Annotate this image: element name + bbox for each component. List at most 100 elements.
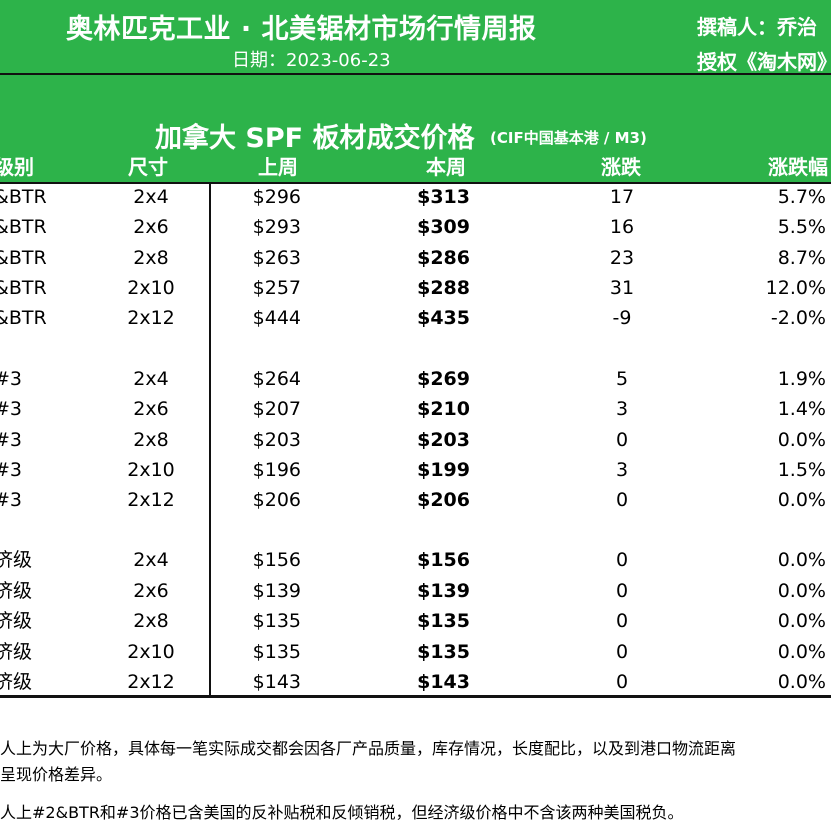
last-week-price-cell: $196 bbox=[252, 459, 301, 481]
grade-cell: #3 bbox=[0, 429, 23, 451]
change-cell: 0 bbox=[615, 610, 629, 632]
table-title: 加拿大 SPF 板材成交价格 bbox=[155, 123, 475, 154]
this-week-price-cell: $143 bbox=[417, 671, 470, 693]
change-cell: 3 bbox=[615, 459, 629, 481]
change-percent-cell: 0.0% bbox=[777, 489, 826, 511]
change-cell: -9 bbox=[612, 307, 632, 329]
last-week-price-cell: $207 bbox=[252, 398, 301, 420]
this-week-price-cell: $203 bbox=[417, 429, 470, 451]
change-percent-cell: 0.0% bbox=[777, 429, 826, 451]
grade-cell: &BTR bbox=[0, 186, 47, 208]
grade-cell: #3 bbox=[0, 489, 23, 511]
size-cell: 2x8 bbox=[133, 247, 169, 269]
license-label: 授权《淘木网》 bbox=[697, 50, 831, 74]
this-week-price-cell: $309 bbox=[417, 216, 470, 238]
change-percent-cell: 5.7% bbox=[777, 186, 826, 208]
table-unit: (CIF中国基本港 / M3) bbox=[490, 129, 647, 147]
last-week-price-cell: $257 bbox=[252, 277, 301, 299]
this-week-price-cell: $135 bbox=[417, 641, 470, 663]
this-week-price-cell: $135 bbox=[417, 610, 470, 632]
change-percent-cell: 8.7% bbox=[777, 247, 826, 269]
grade-cell: 济级 bbox=[0, 580, 33, 602]
change-cell: 5 bbox=[615, 368, 629, 390]
this-week-price-cell: $269 bbox=[417, 368, 470, 390]
change-cell: 0 bbox=[615, 549, 629, 571]
last-week-price-cell: $156 bbox=[252, 549, 301, 571]
grade-cell: #3 bbox=[0, 398, 23, 420]
this-week-price-cell: $313 bbox=[417, 186, 470, 208]
change-percent-cell: 1.4% bbox=[777, 398, 826, 420]
column-header-change-percent: 涨跌幅 bbox=[768, 155, 828, 179]
size-cell: 2x10 bbox=[127, 459, 175, 481]
change-percent-cell: 0.0% bbox=[777, 549, 826, 571]
column-header-last-week: 上周 bbox=[258, 155, 298, 179]
column-header-size: 尺寸 bbox=[128, 155, 168, 179]
last-week-price-cell: $139 bbox=[252, 580, 301, 602]
this-week-price-cell: $206 bbox=[417, 489, 470, 511]
column-header-change: 涨跌 bbox=[601, 155, 641, 179]
change-percent-cell: 0.0% bbox=[777, 641, 826, 663]
size-cell: 2x4 bbox=[133, 368, 169, 390]
size-cell: 2x10 bbox=[127, 277, 175, 299]
change-cell: 0 bbox=[615, 671, 629, 693]
grade-cell: 济级 bbox=[0, 641, 33, 663]
last-week-price-cell: $206 bbox=[252, 489, 301, 511]
author-label: 撰稿人：乔治 bbox=[697, 15, 817, 39]
size-cell: 2x12 bbox=[127, 307, 175, 329]
change-percent-cell: -2.0% bbox=[770, 307, 826, 329]
this-week-price-cell: $435 bbox=[417, 307, 470, 329]
last-week-price-cell: $296 bbox=[252, 186, 301, 208]
last-week-price-cell: $135 bbox=[252, 610, 301, 632]
grade-cell: &BTR bbox=[0, 247, 47, 269]
size-cell: 2x8 bbox=[133, 610, 169, 632]
this-week-price-cell: $199 bbox=[417, 459, 470, 481]
change-cell: 0 bbox=[615, 580, 629, 602]
change-cell: 17 bbox=[609, 186, 635, 208]
change-cell: 0 bbox=[615, 641, 629, 663]
last-week-price-cell: $135 bbox=[252, 641, 301, 663]
change-cell: 31 bbox=[609, 277, 635, 299]
last-week-price-cell: $203 bbox=[252, 429, 301, 451]
last-week-price-cell: $264 bbox=[252, 368, 301, 390]
size-cell: 2x8 bbox=[133, 429, 169, 451]
size-cell: 2x12 bbox=[127, 489, 175, 511]
grade-cell: 济级 bbox=[0, 610, 33, 632]
change-percent-cell: 0.0% bbox=[777, 580, 826, 602]
last-week-price-cell: $293 bbox=[252, 216, 301, 238]
report-title: 奥林匹克工业 · 北美锯材市场行情周报 bbox=[66, 14, 537, 45]
size-cell: 2x6 bbox=[133, 216, 169, 238]
note-line-2: 呈现价格差异。 bbox=[0, 765, 113, 784]
last-week-price-cell: $444 bbox=[252, 307, 301, 329]
change-percent-cell: 1.5% bbox=[777, 459, 826, 481]
column-header-this-week: 本周 bbox=[426, 155, 466, 179]
change-percent-cell: 0.0% bbox=[777, 671, 826, 693]
change-cell: 0 bbox=[615, 489, 629, 511]
table-column-divider bbox=[209, 183, 211, 696]
change-cell: 23 bbox=[609, 247, 635, 269]
report-date: 日期：2023-06-23 bbox=[232, 50, 391, 71]
note-line-3: 人上#2&BTR和#3价格已含美国的反补贴税和反倾销税，但经济级价格中不含该两种… bbox=[0, 803, 684, 822]
size-cell: 2x12 bbox=[127, 671, 175, 693]
grade-cell: #3 bbox=[0, 459, 23, 481]
change-percent-cell: 1.9% bbox=[777, 368, 826, 390]
change-cell: 0 bbox=[615, 429, 629, 451]
table-header-band bbox=[0, 75, 831, 182]
change-percent-cell: 5.5% bbox=[777, 216, 826, 238]
change-cell: 3 bbox=[615, 398, 629, 420]
last-week-price-cell: $143 bbox=[252, 671, 301, 693]
report-header bbox=[0, 0, 831, 73]
header-divider bbox=[0, 73, 831, 75]
this-week-price-cell: $210 bbox=[417, 398, 470, 420]
change-cell: 16 bbox=[609, 216, 635, 238]
note-line-1: 人上为大厂价格，具体每一笔实际成交都会因各厂产品质量，库存情况，长度配比，以及到… bbox=[0, 739, 737, 758]
this-week-price-cell: $139 bbox=[417, 580, 470, 602]
grade-cell: &BTR bbox=[0, 216, 47, 238]
table-bottom-border bbox=[0, 695, 831, 698]
size-cell: 2x10 bbox=[127, 641, 175, 663]
this-week-price-cell: $286 bbox=[417, 247, 470, 269]
size-cell: 2x4 bbox=[133, 186, 169, 208]
change-percent-cell: 0.0% bbox=[777, 610, 826, 632]
grade-cell: &BTR bbox=[0, 307, 47, 329]
grade-cell: 济级 bbox=[0, 671, 33, 693]
